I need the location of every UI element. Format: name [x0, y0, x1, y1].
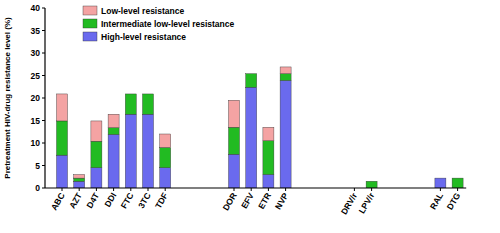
y-tick-label: 25: [31, 71, 41, 81]
y-tick: [42, 165, 45, 166]
bar-segment: [74, 181, 85, 188]
bar-segment: [452, 178, 463, 188]
x-tick-label: RAL: [428, 191, 445, 211]
x-tick: [285, 188, 286, 191]
x-tick: [371, 188, 372, 191]
bar-segment: [57, 94, 68, 121]
x-tick: [251, 188, 252, 191]
bar-segment: [366, 181, 377, 182]
bar-segment: [452, 178, 463, 179]
x-tick-label: DOR: [221, 191, 239, 212]
x-tick-label: DTG: [445, 191, 463, 212]
y-axis-label: Pretreatment HIV-drug resistance level (…: [3, 17, 12, 179]
x-tick: [96, 188, 97, 191]
y-tick-label: 20: [31, 93, 41, 103]
x-tick: [268, 188, 269, 191]
bar-segment: [74, 178, 85, 181]
bar-segment: [125, 93, 136, 94]
y-tick: [42, 188, 45, 189]
bar-segment: [160, 134, 171, 148]
bar-segment: [143, 114, 154, 188]
bar-segment: [435, 178, 446, 179]
bar-segment: [108, 128, 119, 135]
x-tick: [457, 188, 458, 191]
bar-segment: [74, 175, 85, 179]
legend-label: High-level resistance: [101, 32, 186, 42]
y-tick-label: 0: [35, 183, 40, 193]
bar-segment: [435, 178, 446, 179]
bar-segment: [280, 80, 291, 188]
bar-segment: [229, 127, 240, 154]
bar-segment: [229, 154, 240, 188]
legend-swatch: [83, 32, 97, 41]
bar-segment: [160, 148, 171, 168]
x-tick: [130, 188, 131, 191]
y-tick-label: 40: [31, 3, 41, 13]
legend-swatch: [83, 19, 97, 28]
bar-segment: [263, 141, 274, 175]
bar-segment: [57, 121, 68, 155]
x-tick: [440, 188, 441, 191]
bar-segment: [91, 168, 102, 188]
y-tick: [42, 143, 45, 144]
x-tick-label: TDF: [153, 191, 170, 210]
x-tick-label: NVP: [273, 191, 291, 211]
x-tick-label: D4T: [84, 190, 101, 210]
legend: Low-level resistance Intermediate low-lev…: [83, 6, 234, 42]
bar-segment: [229, 100, 240, 127]
x-tick-label: DDI: [102, 191, 118, 209]
x-tick-label: AZT: [67, 190, 84, 210]
legend-label: Intermediate low-level resistance: [101, 19, 234, 29]
bar-segment: [108, 114, 119, 128]
bar-segment: [57, 155, 68, 188]
y-tick: [42, 75, 45, 76]
legend-label: Low-level resistance: [101, 6, 184, 16]
bar-segment: [280, 67, 291, 74]
y-tick: [42, 8, 45, 9]
y-tick-label: 5: [35, 161, 40, 171]
bar-segment: [160, 168, 171, 188]
bar-segment: [246, 87, 257, 188]
x-tick: [62, 188, 63, 191]
bar-segment: [246, 74, 257, 88]
x-tick-label: DRV/r: [339, 190, 360, 216]
y-tick-label: 15: [31, 116, 41, 126]
x-tick-label: ABC: [49, 191, 67, 212]
bar-segment: [91, 121, 102, 141]
bars: [57, 67, 464, 188]
x-tick: [148, 188, 149, 191]
x-tick-label: 3TC: [136, 191, 153, 210]
legend-swatch: [83, 6, 97, 15]
y-tick: [42, 98, 45, 99]
y-tick-label: 10: [31, 138, 41, 148]
x-tick: [113, 188, 114, 191]
x-tick: [354, 188, 355, 191]
chart: 0 5 10 15 20 25 30 35 40 ABCAZTD4TDDIFTC3TCTDF DOR…: [0, 0, 500, 233]
y-tick-label: 30: [31, 48, 41, 58]
bar-segment: [91, 141, 102, 168]
x-tick: [165, 188, 166, 191]
x-axis: [45, 187, 466, 188]
y-tick: [42, 53, 45, 54]
bar-segment: [263, 127, 274, 141]
x-tick: [79, 188, 80, 191]
x-tick-label: LPV/r: [357, 190, 377, 215]
y-tick-label: 35: [31, 26, 41, 36]
bar-segment: [125, 94, 136, 114]
x-tick-label: EFV: [239, 191, 256, 211]
x-tick: [234, 188, 235, 191]
x-tick-label: ETR: [256, 191, 273, 211]
bar-segment: [125, 114, 136, 188]
bar-segment: [143, 94, 154, 114]
bar-segment: [366, 181, 377, 188]
bar-segment: [108, 134, 119, 188]
y-tick: [42, 120, 45, 121]
bar-segment: [246, 73, 257, 74]
x-tick-label: FTC: [119, 191, 136, 210]
bar-segment: [435, 178, 446, 188]
bar-segment: [263, 175, 274, 189]
bar-segment: [280, 74, 291, 81]
bar-segment: [143, 93, 154, 94]
y-tick: [42, 30, 45, 31]
